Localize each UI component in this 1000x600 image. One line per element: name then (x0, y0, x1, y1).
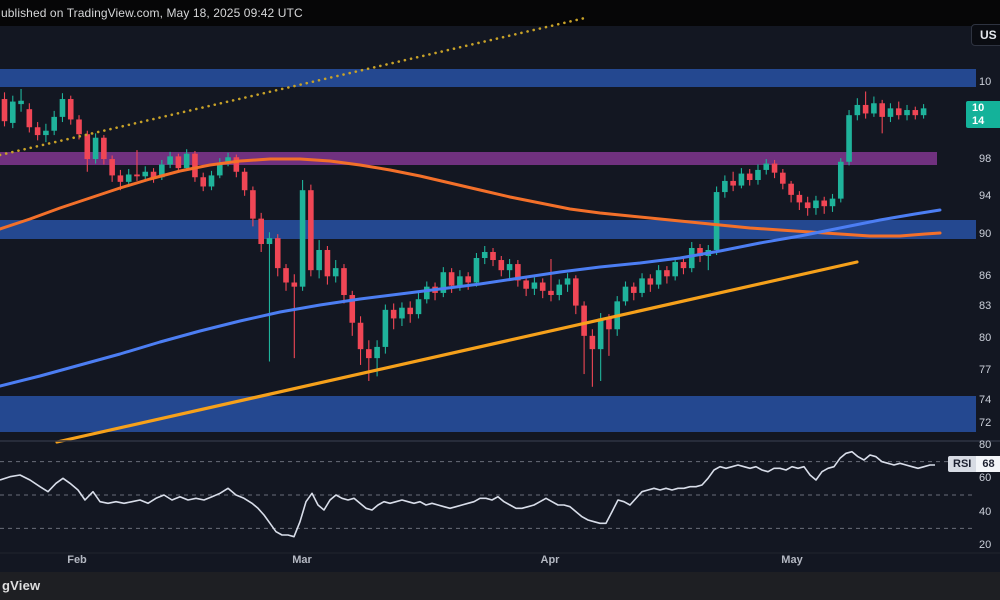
rsi-indicator-value: 68 (976, 456, 1000, 472)
resistance-zone-98 (0, 152, 937, 165)
attribution-text: ublished on TradingView.com, May 18, 202… (1, 6, 303, 20)
ascending-trendline (55, 260, 859, 444)
rsi-indicator-name: RSI (948, 456, 977, 472)
current-price-value: 10 (972, 102, 985, 114)
support-zone-lower (0, 396, 976, 432)
rsi-indicator-label[interactable]: RSI 68 (948, 456, 1000, 472)
symbol-badge[interactable]: US (971, 24, 1000, 46)
footer-bar (0, 572, 1000, 600)
ma-fast-line (0, 208, 942, 388)
dotted-trendline (0, 16, 587, 157)
current-price-label: 10 14 (966, 101, 1000, 128)
tradingview-logo-text: gView (2, 578, 41, 593)
rsi-line (0, 450, 935, 538)
header-strip (0, 0, 1000, 26)
resistance-zone-upper (0, 69, 976, 87)
ma-slow-line (0, 157, 942, 238)
bar-countdown: 14 (972, 115, 985, 127)
